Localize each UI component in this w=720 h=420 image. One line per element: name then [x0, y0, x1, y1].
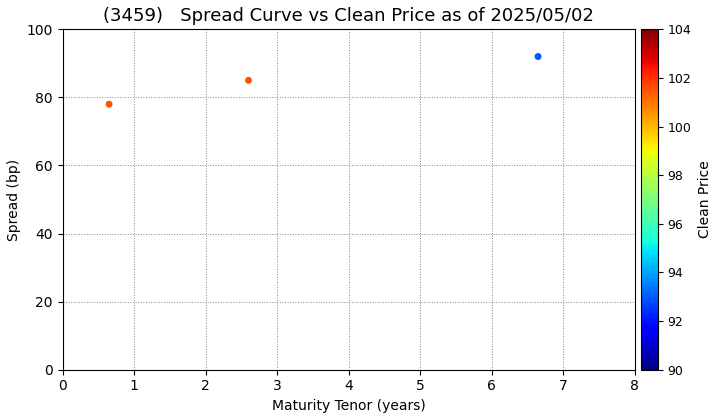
Point	[103, 101, 114, 108]
Y-axis label: Clean Price: Clean Price	[698, 161, 712, 239]
Y-axis label: Spread (bp): Spread (bp)	[7, 158, 21, 241]
Title: (3459)   Spread Curve vs Clean Price as of 2025/05/02: (3459) Spread Curve vs Clean Price as of…	[103, 7, 594, 25]
Point	[532, 53, 544, 60]
Point	[243, 77, 254, 84]
X-axis label: Maturity Tenor (years): Maturity Tenor (years)	[271, 399, 426, 413]
